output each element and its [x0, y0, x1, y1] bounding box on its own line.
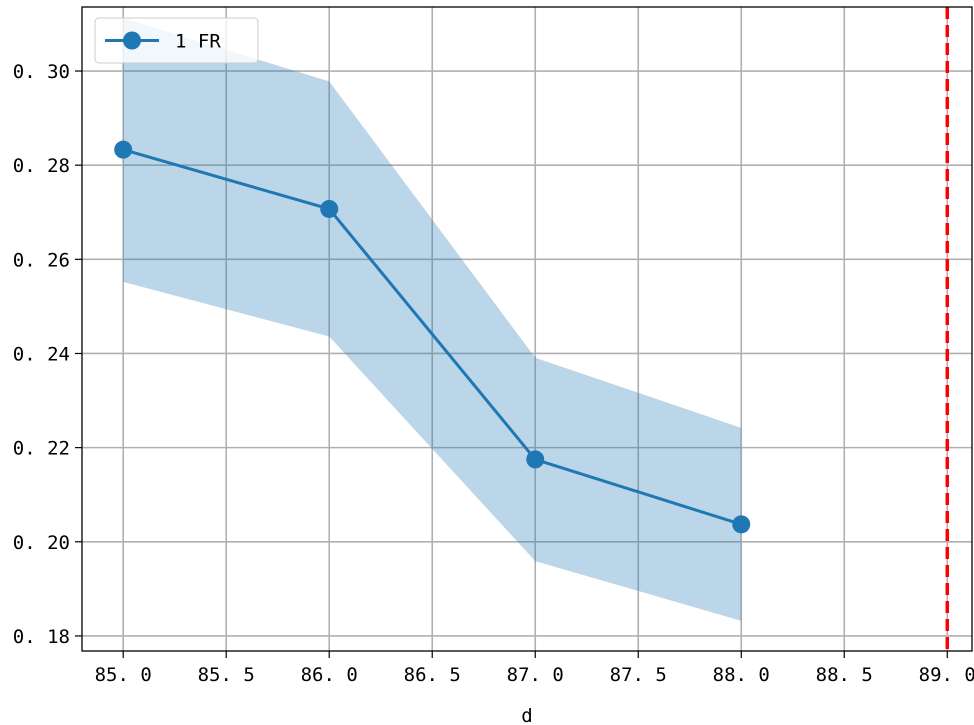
y-tick-label: 0. 28: [13, 155, 70, 177]
x-tick-label: 87. 0: [507, 664, 564, 686]
y-tick-label: 0. 18: [13, 626, 70, 648]
y-axis-ticks: 0. 18 0. 20 0. 22 0. 24 0. 26 0. 28 0. 30: [13, 61, 82, 648]
y-tick-label: 0. 20: [13, 532, 70, 554]
data-point: [320, 199, 339, 218]
x-tick-label: 86. 5: [404, 664, 461, 686]
grid-lines: [82, 7, 972, 651]
legend-box: [94, 17, 259, 64]
legend-label: 1 FR: [175, 31, 221, 53]
x-tick-label: 86. 0: [301, 664, 358, 686]
legend: 1 FR: [94, 17, 259, 64]
y-tick-label: 0. 22: [13, 438, 70, 460]
data-points: [114, 140, 751, 534]
data-point: [114, 140, 133, 159]
x-tick-label: 87. 5: [610, 664, 667, 686]
x-tick-label: 85. 0: [95, 664, 152, 686]
x-tick-label: 89. 0: [919, 664, 974, 686]
y-tick-label: 0. 30: [13, 61, 70, 83]
plot-frame: [81, 6, 973, 652]
legend-marker: [123, 31, 141, 50]
confidence-bands: [123, 18, 742, 621]
confidence-band: [123, 18, 742, 621]
x-axis-label: d: [521, 705, 532, 725]
series-lines: [122, 148, 742, 526]
series-line: [122, 148, 742, 526]
y-tick-label: 0. 24: [13, 343, 70, 365]
x-axis-ticks: 85. 0 85. 5 86. 0 86. 5 87. 0 87. 5 88. 0 88. 5…: [95, 651, 974, 686]
y-tick-label: 0. 26: [13, 249, 70, 271]
x-tick-label: 88. 5: [816, 664, 873, 686]
x-tick-label: 88. 0: [713, 664, 770, 686]
data-point: [732, 515, 751, 534]
data-point: [526, 450, 545, 469]
x-tick-label: 85. 5: [198, 664, 255, 686]
